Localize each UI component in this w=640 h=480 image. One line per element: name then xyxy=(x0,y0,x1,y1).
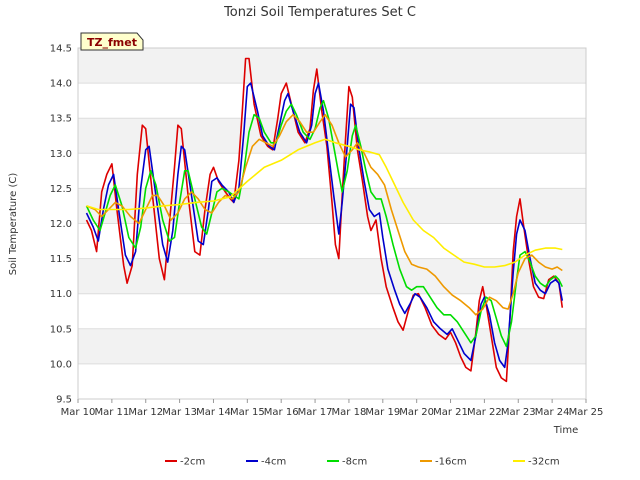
x-tick-label: Mar 14 xyxy=(196,407,231,418)
y-tick-label: 12.5 xyxy=(50,184,72,195)
x-tick-label: Mar 21 xyxy=(433,407,468,418)
legend-item: -4cm xyxy=(246,457,286,468)
y-axis-ticks: 9.5 10.0 10.5 11.0 11.5 12.0 12.5 13.0 13.5 14.0 1… xyxy=(50,44,72,406)
legend-label: -4cm xyxy=(261,457,286,468)
station-badge: TZ_fmet xyxy=(80,32,144,51)
y-tick-label: 12.0 xyxy=(50,219,72,230)
plot-band xyxy=(78,48,586,84)
chart-title: Tonzi Soil Temperatures Set C xyxy=(223,5,416,20)
x-tick-label: Mar 10 xyxy=(61,407,96,418)
legend-item: -16cm xyxy=(420,457,467,468)
y-tick-label: 11.5 xyxy=(50,254,72,265)
plot-band xyxy=(78,258,586,294)
y-tick-label: 14.5 xyxy=(50,44,72,55)
legend-label: -32cm xyxy=(528,457,560,468)
y-tick-label: 13.0 xyxy=(50,149,72,160)
series-line32cm xyxy=(86,138,563,268)
x-tick-label: Mar 20 xyxy=(399,407,434,418)
badge-label: TZ_fmet xyxy=(87,36,137,49)
x-tick-label: Mar 22 xyxy=(467,407,502,418)
x-axis-label: Time xyxy=(553,425,578,436)
y-tick-label: 10.0 xyxy=(50,359,72,370)
x-axis-ticks: Mar 10 Mar 11 Mar 12 Mar 13 Mar 14 Mar 15 Mar … xyxy=(61,399,604,418)
y-axis-label: Soil Temperature (C) xyxy=(8,173,19,276)
legend-label: -8cm xyxy=(342,457,367,468)
y-tick-label: 13.5 xyxy=(50,114,72,125)
x-tick-label: Mar 17 xyxy=(298,407,333,418)
series-line4cm xyxy=(85,82,564,369)
plot-band xyxy=(78,83,586,119)
series-line8cm xyxy=(85,99,564,348)
legend: -2cm -4cm -8cm -16cm -32cm xyxy=(165,457,560,468)
x-tick-label: Mar 15 xyxy=(230,407,265,418)
legend-item: -2cm xyxy=(165,457,205,468)
x-tick-label: Mar 18 xyxy=(332,407,367,418)
y-tick-label: 14.0 xyxy=(50,79,72,90)
legend-item: -8cm xyxy=(327,457,367,468)
x-tick-label: Mar 16 xyxy=(264,407,299,418)
x-tick-label: Mar 12 xyxy=(128,407,163,418)
plot-frame xyxy=(77,47,587,400)
x-tick-label: Mar 13 xyxy=(162,407,197,418)
legend-label: -2cm xyxy=(180,457,205,468)
plot-band xyxy=(78,223,586,259)
plot-band xyxy=(78,293,586,329)
x-tick-label: Mar 24 xyxy=(535,407,570,418)
legend-label: -16cm xyxy=(435,457,467,468)
plot-band xyxy=(78,363,586,399)
x-tick-label: Mar 19 xyxy=(365,407,400,418)
legend-item: -32cm xyxy=(513,457,560,468)
y-tick-label: 10.5 xyxy=(50,324,72,335)
badge-box xyxy=(80,32,144,51)
y-tick-label: 11.0 xyxy=(50,289,72,300)
series-layer xyxy=(85,57,564,383)
x-tick-label: Mar 25 xyxy=(569,407,604,418)
x-tick-label: Mar 23 xyxy=(501,407,536,418)
y-tick-label: 9.5 xyxy=(56,395,72,406)
series-line16cm xyxy=(86,113,563,316)
x-tick-label: Mar 11 xyxy=(94,407,129,418)
